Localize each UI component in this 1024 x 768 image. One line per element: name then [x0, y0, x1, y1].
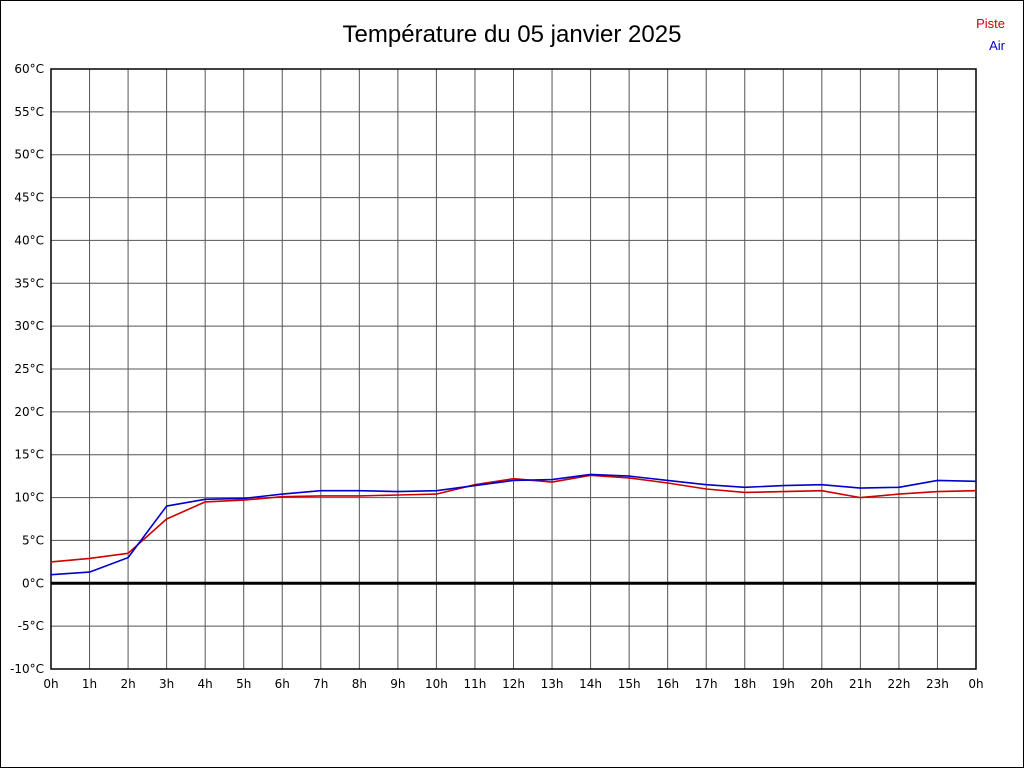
y-tick-labels: 60°C 55°C 50°C 45°C 40°C 35°C 30°C 25°C 20°C 15°C… — [10, 62, 44, 676]
svg-text:4h: 4h — [198, 677, 213, 691]
svg-text:-10°C: -10°C — [10, 662, 44, 676]
svg-text:23h: 23h — [926, 677, 949, 691]
svg-text:20°C: 20°C — [14, 405, 44, 419]
svg-text:0h: 0h — [43, 677, 58, 691]
x-tick-labels: 0h 1h 2h 3h 4h 5h 6h 7h 8h 9h 10h 11h 12h 13h 14h 15h 16… — [43, 677, 983, 691]
svg-text:2h: 2h — [120, 677, 135, 691]
svg-text:3h: 3h — [159, 677, 174, 691]
svg-text:17h: 17h — [695, 677, 718, 691]
svg-text:20h: 20h — [810, 677, 833, 691]
svg-text:5°C: 5°C — [22, 533, 44, 547]
legend-item-piste: Piste — [976, 16, 1005, 31]
svg-text:6h: 6h — [275, 677, 290, 691]
svg-text:10h: 10h — [425, 677, 448, 691]
svg-text:8h: 8h — [352, 677, 367, 691]
svg-text:19h: 19h — [772, 677, 795, 691]
svg-text:25°C: 25°C — [14, 362, 44, 376]
svg-text:10°C: 10°C — [14, 491, 44, 505]
svg-text:11h: 11h — [464, 677, 487, 691]
air-line — [50, 473, 977, 576]
svg-text:15°C: 15°C — [14, 448, 44, 462]
svg-text:5h: 5h — [236, 677, 251, 691]
svg-text:22h: 22h — [887, 677, 910, 691]
svg-text:9h: 9h — [390, 677, 405, 691]
chart-title: Température du 05 janvier 2025 — [342, 21, 682, 48]
svg-text:14h: 14h — [579, 677, 602, 691]
svg-text:16h: 16h — [656, 677, 679, 691]
svg-text:35°C: 35°C — [14, 276, 44, 290]
svg-text:60°C: 60°C — [14, 62, 44, 76]
legend-item-air: Air — [989, 38, 1005, 53]
svg-text:55°C: 55°C — [14, 105, 44, 119]
plot-border — [50, 68, 977, 670]
svg-text:13h: 13h — [541, 677, 564, 691]
svg-text:15h: 15h — [618, 677, 641, 691]
svg-text:45°C: 45°C — [14, 191, 44, 205]
svg-text:18h: 18h — [733, 677, 756, 691]
svg-text:7h: 7h — [313, 677, 328, 691]
svg-text:12h: 12h — [502, 677, 525, 691]
svg-text:40°C: 40°C — [14, 233, 44, 247]
svg-text:0h: 0h — [968, 677, 983, 691]
svg-text:1h: 1h — [82, 677, 97, 691]
svg-text:21h: 21h — [849, 677, 872, 691]
svg-text:0°C: 0°C — [22, 576, 44, 590]
piste-line — [50, 474, 977, 563]
legend: Piste Air — [976, 13, 1005, 57]
svg-text:-5°C: -5°C — [18, 619, 44, 633]
svg-text:30°C: 30°C — [14, 319, 44, 333]
svg-text:50°C: 50°C — [14, 148, 44, 162]
